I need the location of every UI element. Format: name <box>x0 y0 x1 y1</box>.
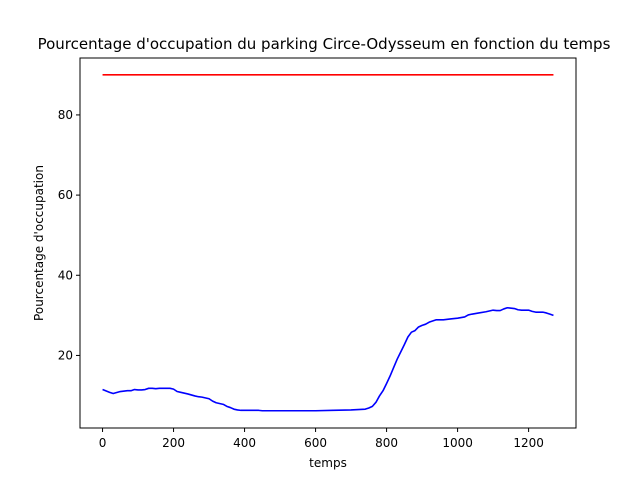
y-axis-label: Pourcentage d'occupation <box>32 165 46 321</box>
x-tick-label: 800 <box>375 436 398 450</box>
y-tick-label: 80 <box>58 108 73 122</box>
y-tick-label: 60 <box>58 188 73 202</box>
plot-content <box>102 74 554 412</box>
x-tick-label: 200 <box>162 436 185 450</box>
y-tick-label: 40 <box>58 268 73 282</box>
x-tick-label: 1200 <box>513 436 544 450</box>
plot-frame <box>79 57 577 429</box>
y-tick-label: 20 <box>58 348 73 362</box>
x-tick-label: 400 <box>233 436 256 450</box>
x-tick-label: 600 <box>304 436 327 450</box>
series-line-2 <box>102 306 554 412</box>
x-axis-label: temps <box>309 456 347 470</box>
x-tick-label: 0 <box>99 436 107 450</box>
axes: 0 200 400 600 800 1000 1200 20 40 60 80 <box>58 108 544 450</box>
x-tick-label: 1000 <box>442 436 473 450</box>
chart-title: Pourcentage d'occupation du parking Circ… <box>38 35 611 53</box>
